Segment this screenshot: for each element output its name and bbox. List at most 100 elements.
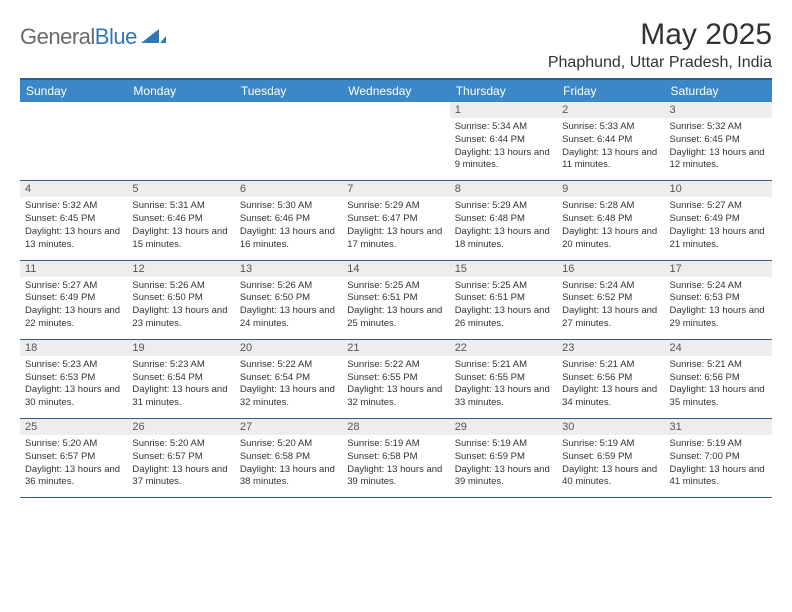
day-body: Sunrise: 5:26 AMSunset: 6:50 PMDaylight:…: [235, 277, 342, 339]
day-number: 29: [450, 419, 557, 435]
day-number: 19: [127, 340, 234, 356]
day-number: 5: [127, 181, 234, 197]
day-body: Sunrise: 5:29 AMSunset: 6:48 PMDaylight:…: [450, 197, 557, 259]
day-cell: 21Sunrise: 5:22 AMSunset: 6:55 PMDayligh…: [342, 339, 449, 418]
title-block: May 2025 Phaphund, Uttar Pradesh, India: [548, 18, 772, 72]
logo-text-gray: General: [20, 24, 95, 49]
day-cell: 13Sunrise: 5:26 AMSunset: 6:50 PMDayligh…: [235, 260, 342, 339]
day-header-thursday: Thursday: [450, 79, 557, 102]
day-body: Sunrise: 5:34 AMSunset: 6:44 PMDaylight:…: [450, 118, 557, 180]
day-body: Sunrise: 5:19 AMSunset: 6:59 PMDaylight:…: [450, 435, 557, 497]
day-cell: 19Sunrise: 5:23 AMSunset: 6:54 PMDayligh…: [127, 339, 234, 418]
day-number: 4: [20, 181, 127, 197]
day-body: Sunrise: 5:24 AMSunset: 6:52 PMDaylight:…: [557, 277, 664, 339]
day-body: Sunrise: 5:20 AMSunset: 6:57 PMDaylight:…: [20, 435, 127, 497]
day-number: 2: [557, 102, 664, 118]
day-number: 3: [665, 102, 772, 118]
day-body: Sunrise: 5:33 AMSunset: 6:44 PMDaylight:…: [557, 118, 664, 180]
day-body: Sunrise: 5:32 AMSunset: 6:45 PMDaylight:…: [665, 118, 772, 180]
day-number: 17: [665, 261, 772, 277]
day-body: Sunrise: 5:32 AMSunset: 6:45 PMDaylight:…: [20, 197, 127, 259]
day-header-tuesday: Tuesday: [235, 79, 342, 102]
day-body: Sunrise: 5:28 AMSunset: 6:48 PMDaylight:…: [557, 197, 664, 259]
calendar-table: SundayMondayTuesdayWednesdayThursdayFrid…: [20, 78, 772, 498]
day-body: Sunrise: 5:31 AMSunset: 6:46 PMDaylight:…: [127, 197, 234, 259]
logo-text-blue: Blue: [95, 24, 137, 49]
day-number: 21: [342, 340, 449, 356]
day-number: 30: [557, 419, 664, 435]
day-body: Sunrise: 5:29 AMSunset: 6:47 PMDaylight:…: [342, 197, 449, 259]
day-cell: 11Sunrise: 5:27 AMSunset: 6:49 PMDayligh…: [20, 260, 127, 339]
day-cell: 23Sunrise: 5:21 AMSunset: 6:56 PMDayligh…: [557, 339, 664, 418]
day-cell: 17Sunrise: 5:24 AMSunset: 6:53 PMDayligh…: [665, 260, 772, 339]
day-body: Sunrise: 5:22 AMSunset: 6:54 PMDaylight:…: [235, 356, 342, 418]
day-body-empty: [20, 118, 127, 180]
day-cell: 2Sunrise: 5:33 AMSunset: 6:44 PMDaylight…: [557, 102, 664, 181]
day-number: 9: [557, 181, 664, 197]
day-number: 31: [665, 419, 772, 435]
day-cell: 1Sunrise: 5:34 AMSunset: 6:44 PMDaylight…: [450, 102, 557, 181]
day-cell: 29Sunrise: 5:19 AMSunset: 6:59 PMDayligh…: [450, 419, 557, 498]
day-cell: 31Sunrise: 5:19 AMSunset: 7:00 PMDayligh…: [665, 419, 772, 498]
day-body: Sunrise: 5:26 AMSunset: 6:50 PMDaylight:…: [127, 277, 234, 339]
day-header-row: SundayMondayTuesdayWednesdayThursdayFrid…: [20, 79, 772, 102]
day-cell: 12Sunrise: 5:26 AMSunset: 6:50 PMDayligh…: [127, 260, 234, 339]
calendar-body: 1Sunrise: 5:34 AMSunset: 6:44 PMDaylight…: [20, 102, 772, 498]
day-cell: [342, 102, 449, 181]
day-cell: 14Sunrise: 5:25 AMSunset: 6:51 PMDayligh…: [342, 260, 449, 339]
day-number-empty: [342, 102, 449, 118]
day-number: 22: [450, 340, 557, 356]
day-number: 12: [127, 261, 234, 277]
day-body: Sunrise: 5:20 AMSunset: 6:57 PMDaylight:…: [127, 435, 234, 497]
week-row: 18Sunrise: 5:23 AMSunset: 6:53 PMDayligh…: [20, 339, 772, 418]
day-cell: [235, 102, 342, 181]
day-cell: 27Sunrise: 5:20 AMSunset: 6:58 PMDayligh…: [235, 419, 342, 498]
week-row: 25Sunrise: 5:20 AMSunset: 6:57 PMDayligh…: [20, 419, 772, 498]
day-header-monday: Monday: [127, 79, 234, 102]
day-cell: [127, 102, 234, 181]
day-body: Sunrise: 5:25 AMSunset: 6:51 PMDaylight:…: [450, 277, 557, 339]
day-number: 24: [665, 340, 772, 356]
day-header-saturday: Saturday: [665, 79, 772, 102]
day-cell: 30Sunrise: 5:19 AMSunset: 6:59 PMDayligh…: [557, 419, 664, 498]
day-cell: 28Sunrise: 5:19 AMSunset: 6:58 PMDayligh…: [342, 419, 449, 498]
day-number-empty: [235, 102, 342, 118]
day-number: 10: [665, 181, 772, 197]
day-cell: 10Sunrise: 5:27 AMSunset: 6:49 PMDayligh…: [665, 181, 772, 260]
day-cell: 6Sunrise: 5:30 AMSunset: 6:46 PMDaylight…: [235, 181, 342, 260]
day-cell: 15Sunrise: 5:25 AMSunset: 6:51 PMDayligh…: [450, 260, 557, 339]
day-number: 11: [20, 261, 127, 277]
day-number: 26: [127, 419, 234, 435]
day-body: Sunrise: 5:21 AMSunset: 6:56 PMDaylight:…: [665, 356, 772, 418]
logo-text: GeneralBlue: [20, 24, 137, 50]
day-body: Sunrise: 5:19 AMSunset: 6:58 PMDaylight:…: [342, 435, 449, 497]
day-header-wednesday: Wednesday: [342, 79, 449, 102]
day-number: 25: [20, 419, 127, 435]
day-body-empty: [235, 118, 342, 180]
month-title: May 2025: [548, 18, 772, 52]
week-row: 11Sunrise: 5:27 AMSunset: 6:49 PMDayligh…: [20, 260, 772, 339]
day-body: Sunrise: 5:21 AMSunset: 6:55 PMDaylight:…: [450, 356, 557, 418]
day-body: Sunrise: 5:20 AMSunset: 6:58 PMDaylight:…: [235, 435, 342, 497]
day-number: 16: [557, 261, 664, 277]
day-cell: 20Sunrise: 5:22 AMSunset: 6:54 PMDayligh…: [235, 339, 342, 418]
day-cell: 8Sunrise: 5:29 AMSunset: 6:48 PMDaylight…: [450, 181, 557, 260]
day-cell: 18Sunrise: 5:23 AMSunset: 6:53 PMDayligh…: [20, 339, 127, 418]
day-number: 7: [342, 181, 449, 197]
day-body: Sunrise: 5:23 AMSunset: 6:54 PMDaylight:…: [127, 356, 234, 418]
day-number: 8: [450, 181, 557, 197]
day-body: Sunrise: 5:19 AMSunset: 7:00 PMDaylight:…: [665, 435, 772, 497]
day-number: 28: [342, 419, 449, 435]
day-number: 27: [235, 419, 342, 435]
day-header-friday: Friday: [557, 79, 664, 102]
day-body: Sunrise: 5:21 AMSunset: 6:56 PMDaylight:…: [557, 356, 664, 418]
day-number-empty: [20, 102, 127, 118]
day-number: 18: [20, 340, 127, 356]
day-cell: 3Sunrise: 5:32 AMSunset: 6:45 PMDaylight…: [665, 102, 772, 181]
day-body: Sunrise: 5:24 AMSunset: 6:53 PMDaylight:…: [665, 277, 772, 339]
day-body: Sunrise: 5:27 AMSunset: 6:49 PMDaylight:…: [665, 197, 772, 259]
day-number: 13: [235, 261, 342, 277]
logo: GeneralBlue: [20, 24, 167, 50]
day-cell: 7Sunrise: 5:29 AMSunset: 6:47 PMDaylight…: [342, 181, 449, 260]
week-row: 4Sunrise: 5:32 AMSunset: 6:45 PMDaylight…: [20, 181, 772, 260]
